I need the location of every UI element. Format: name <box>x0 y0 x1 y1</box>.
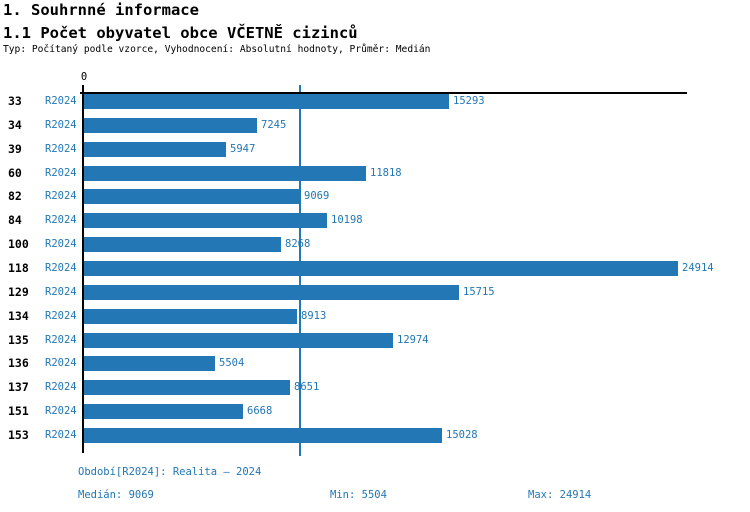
report-title: 1. Souhrnné informace <box>3 1 199 19</box>
bar-value-label: 5504 <box>219 357 245 369</box>
row-series-label: R2024 <box>45 95 77 107</box>
bar <box>84 333 393 348</box>
row-category-label: 100 <box>8 237 29 251</box>
bar-value-label: 24914 <box>682 262 714 274</box>
row-series-label: R2024 <box>45 214 77 226</box>
row-category-label: 60 <box>8 166 22 180</box>
bar <box>84 309 297 324</box>
bar-value-label: 11818 <box>370 167 402 179</box>
row-category-label: 137 <box>8 380 29 394</box>
report-meta-line: Typ: Počítaný podle vzorce, Vyhodnocení:… <box>3 44 431 55</box>
row-category-label: 136 <box>8 356 29 370</box>
bar <box>84 428 442 443</box>
bar <box>84 285 459 300</box>
row-category-label: 34 <box>8 118 22 132</box>
row-category-label: 39 <box>8 142 22 156</box>
row-category-label: 33 <box>8 94 22 108</box>
row-category-label: 129 <box>8 285 29 299</box>
bar-value-label: 9069 <box>304 190 330 202</box>
bar-value-label: 8268 <box>285 238 311 250</box>
bar <box>84 189 300 204</box>
footer-period: Období[R2024]: Realita – 2024 <box>78 466 262 478</box>
row-series-label: R2024 <box>45 334 77 346</box>
row-category-label: 84 <box>8 213 22 227</box>
zero-tick-label: 0 <box>80 71 88 83</box>
y-axis-line <box>82 85 84 453</box>
bar-value-label: 6668 <box>247 405 273 417</box>
row-series-label: R2024 <box>45 262 77 274</box>
bar <box>84 356 215 371</box>
bar <box>84 404 243 419</box>
median-label: Medián: <box>78 489 123 501</box>
row-series-label: R2024 <box>45 357 77 369</box>
bar <box>84 94 449 109</box>
row-series-label: R2024 <box>45 238 77 250</box>
row-category-label: 82 <box>8 189 22 203</box>
bar-value-label: 10198 <box>331 214 363 226</box>
row-category-label: 135 <box>8 333 29 347</box>
bar-value-label: 15715 <box>463 286 495 298</box>
row-series-label: R2024 <box>45 167 77 179</box>
bar-value-label: 8913 <box>301 310 327 322</box>
bar <box>84 261 678 276</box>
row-category-label: 153 <box>8 428 29 442</box>
max-label: Max: <box>528 489 554 501</box>
row-series-label: R2024 <box>45 190 77 202</box>
row-series-label: R2024 <box>45 405 77 417</box>
max-value: 24914 <box>559 489 592 501</box>
bar <box>84 118 257 133</box>
min-label: Min: <box>330 489 356 501</box>
bar-value-label: 7245 <box>261 119 287 131</box>
row-series-label: R2024 <box>45 429 77 441</box>
row-category-label: 118 <box>8 261 29 275</box>
bar <box>84 237 281 252</box>
row-category-label: 151 <box>8 404 29 418</box>
report-subtitle: 1.1 Počet obyvatel obce VČETNĚ cizinců <box>3 24 358 42</box>
row-series-label: R2024 <box>45 310 77 322</box>
x-axis-line <box>80 92 687 94</box>
bar <box>84 213 327 228</box>
row-series-label: R2024 <box>45 286 77 298</box>
row-series-label: R2024 <box>45 381 77 393</box>
row-series-label: R2024 <box>45 119 77 131</box>
row-category-label: 134 <box>8 309 29 323</box>
bar-value-label: 12974 <box>397 334 429 346</box>
median-value: 9069 <box>128 489 154 501</box>
min-value: 5504 <box>361 489 387 501</box>
bar <box>84 142 226 157</box>
footer-median: Medián: 9069 <box>78 489 154 501</box>
bar <box>84 380 290 395</box>
bar-value-label: 15293 <box>453 95 485 107</box>
bar-value-label: 15028 <box>446 429 478 441</box>
bar <box>84 166 366 181</box>
footer-max: Max: 24914 <box>528 489 591 501</box>
bar-value-label: 5947 <box>230 143 256 155</box>
footer-min: Min: 5504 <box>330 489 387 501</box>
bar-value-label: 8651 <box>294 381 320 393</box>
row-series-label: R2024 <box>45 143 77 155</box>
